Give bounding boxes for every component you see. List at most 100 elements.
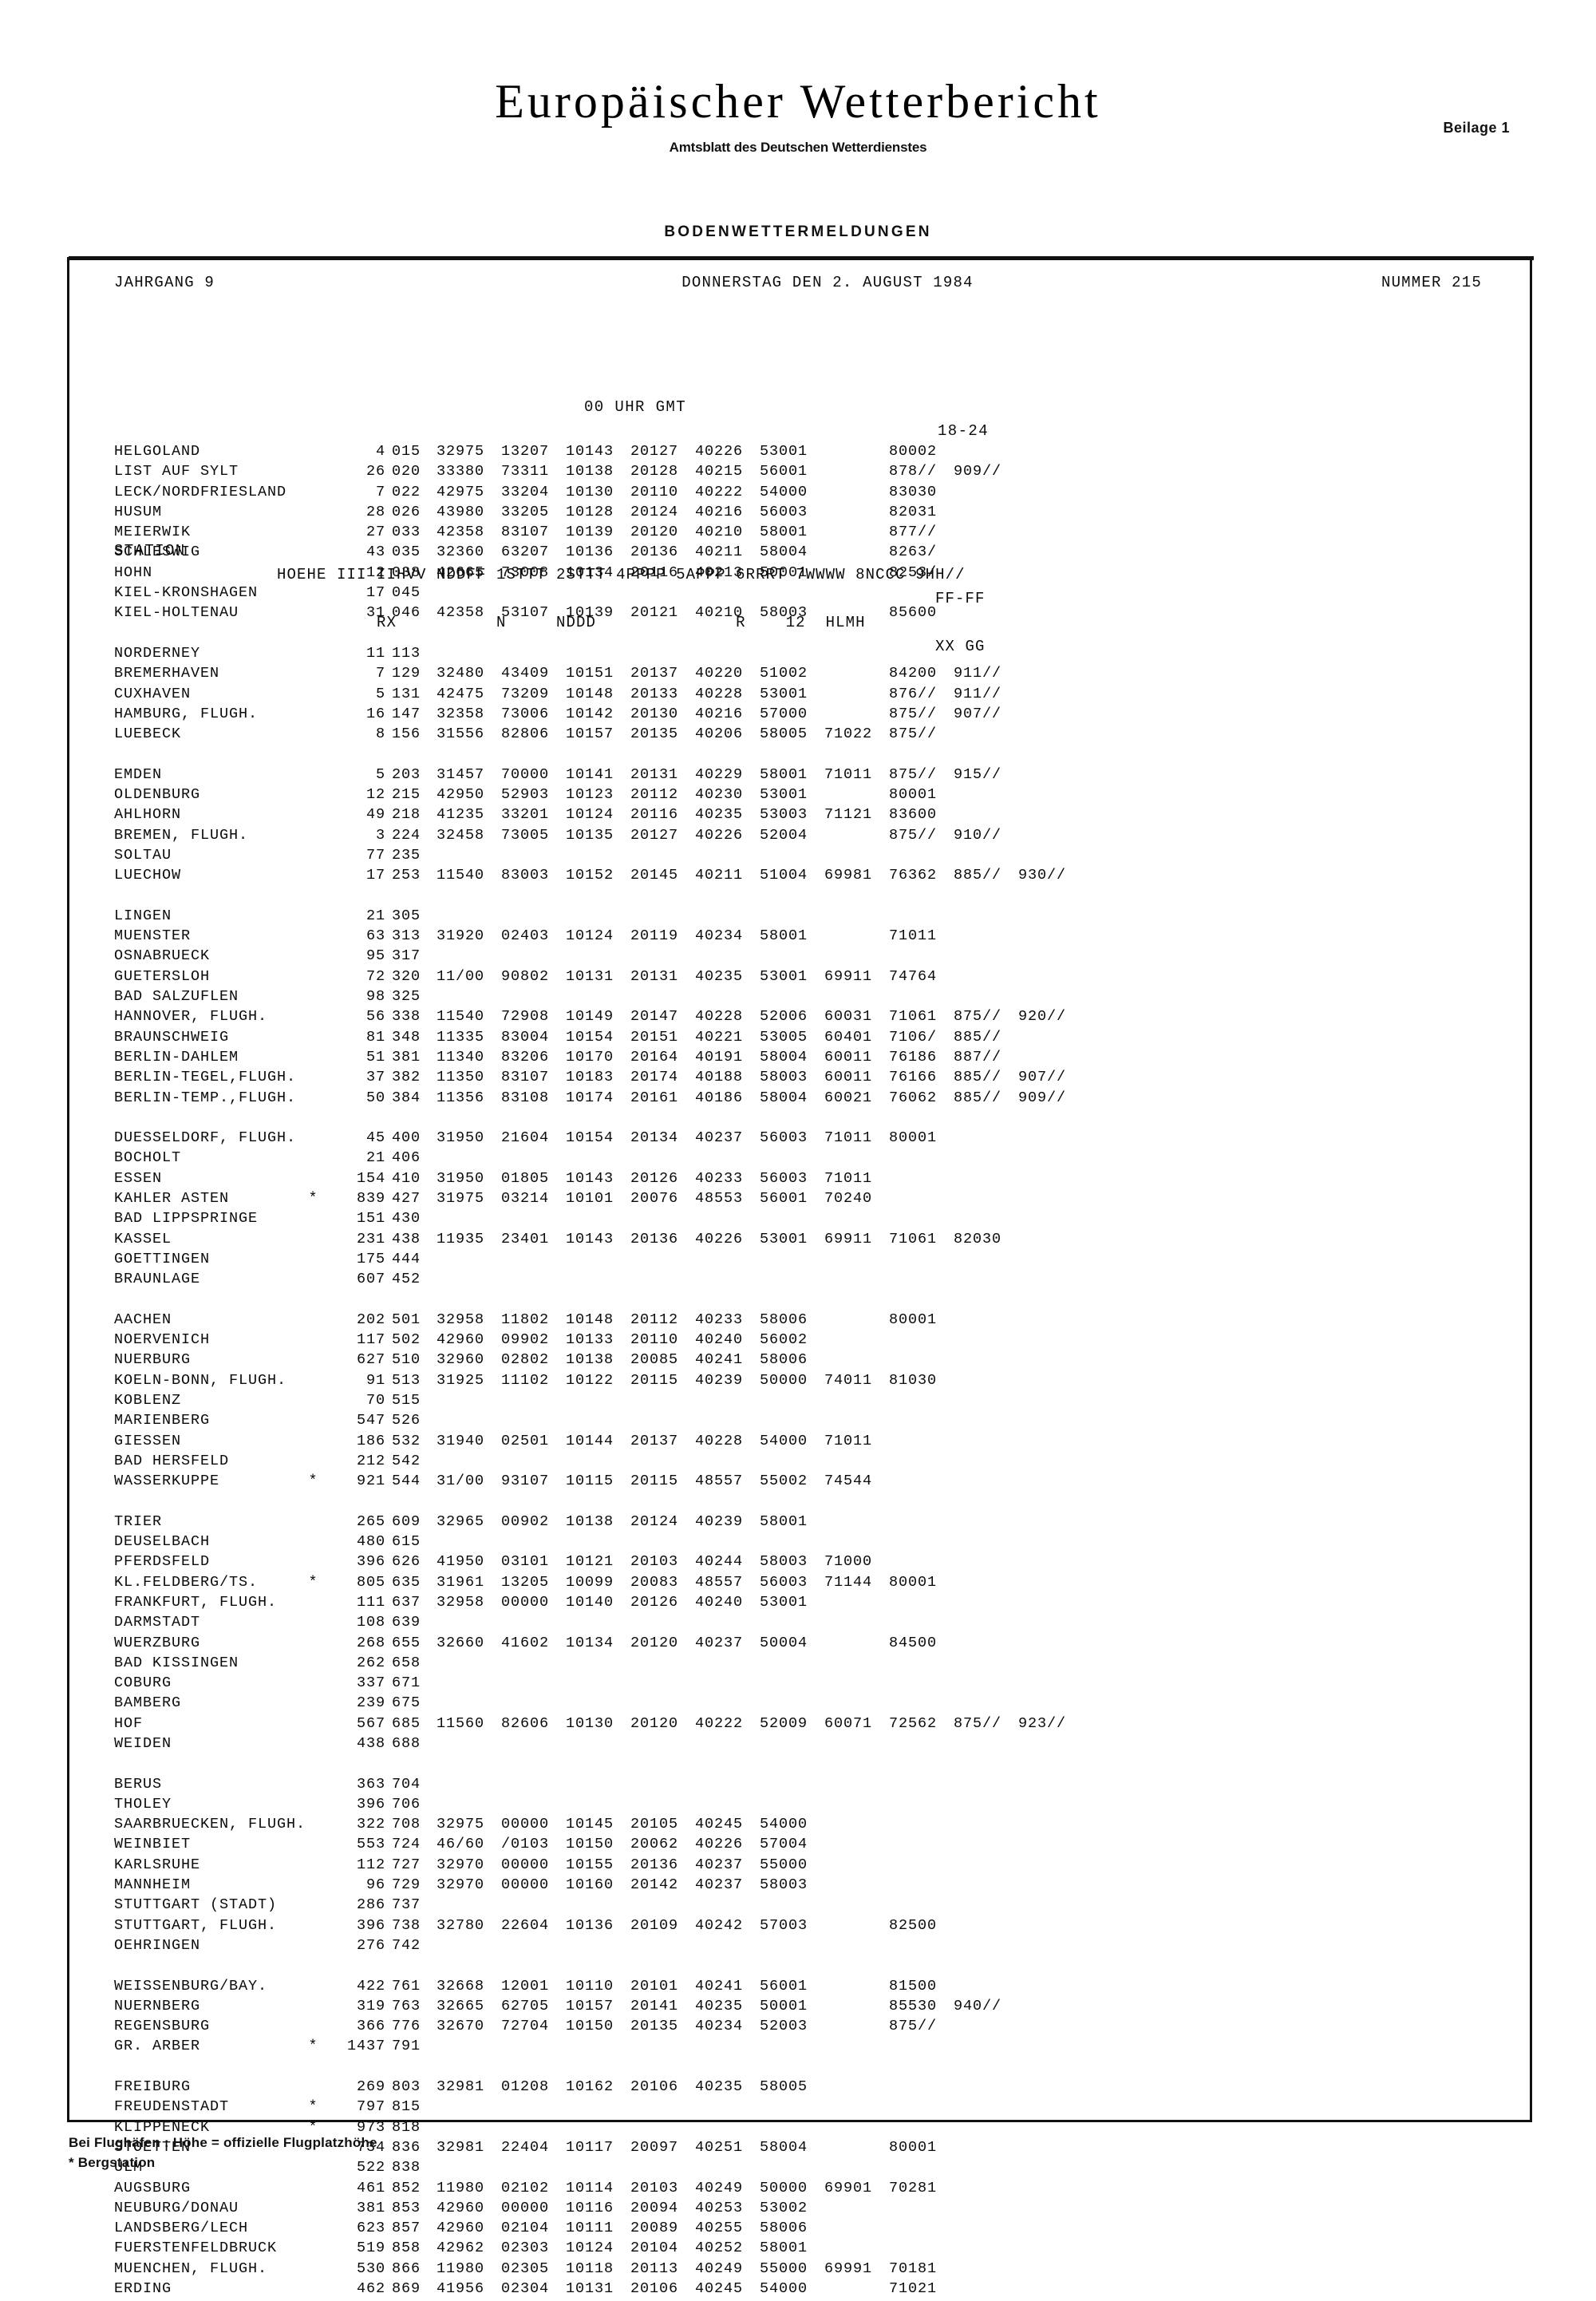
cell-altitude: 8: [375, 725, 385, 743]
cell-code-group-2: 72908: [501, 1008, 550, 1026]
cell-code-group-6: 58006: [760, 1351, 808, 1369]
cell-code-group-6: 58003: [760, 1553, 808, 1571]
cell-station-name: OSNABRUECK: [114, 947, 211, 965]
cell-station-name: BRAUNLAGE: [114, 1271, 201, 1288]
cell-code-group-1: 32780: [437, 1916, 485, 1934]
cell-code-group-3: 10142: [566, 705, 614, 722]
cell-code-group-3: 10139: [566, 524, 614, 541]
cell-station-number: 615: [392, 1533, 421, 1551]
cell-altitude: 366: [356, 2018, 385, 2035]
cell-code-group-4: 20119: [630, 927, 679, 945]
cell-code-group-5: 40240: [695, 1331, 744, 1349]
cell-code-group-2: 53107: [501, 604, 550, 622]
cell-code-group-6: 53001: [760, 685, 808, 702]
cell-station-name: KOELN-BONN, FLUGH.: [114, 1371, 287, 1389]
cell-code-group-1: 32670: [437, 2018, 485, 2035]
cell-code-group-3: 10136: [566, 544, 614, 561]
cell-code-group-5: 40211: [695, 867, 744, 884]
cell-station-name: WEISSENBURG/BAY.: [114, 1977, 268, 1995]
cell-altitude: 108: [356, 1614, 385, 1631]
cell-station-number: 325: [392, 988, 421, 1006]
cell-code-group-6: 50001: [760, 1997, 808, 2014]
cell-code-group-6: 58005: [760, 2078, 808, 2096]
cell-code-group-4: 20131: [630, 765, 679, 783]
cell-station-name: LUEBECK: [114, 725, 182, 743]
cell-code-group-10: 909//: [1018, 1089, 1067, 1106]
cell-code-group-3: 10150: [566, 1836, 614, 1853]
cell-code-group-4: 20121: [630, 604, 679, 622]
cell-code-group-8: 71021: [889, 2280, 938, 2298]
cell-altitude: 77: [365, 846, 385, 864]
cell-altitude: 27: [365, 524, 385, 541]
cell-station-name: BAMBERG: [114, 1694, 182, 1712]
cell-code-group-4: 20134: [630, 1129, 679, 1147]
cell-code-group-7: 69911: [824, 967, 873, 985]
cell-code-group-3: 10174: [566, 1089, 614, 1106]
cell-code-group-4: 20085: [630, 1351, 679, 1369]
cell-code-group-5: 40226: [695, 826, 744, 844]
cell-code-group-6: 56003: [760, 503, 808, 520]
cell-code-group-4: 20116: [630, 563, 679, 581]
cell-code-group-1: 31940: [437, 1432, 485, 1449]
cell-station-number: 510: [392, 1351, 421, 1369]
cell-station-name: GUETERSLOH: [114, 967, 211, 985]
cell-station-number: 022: [392, 483, 421, 500]
cell-station-name: COBURG: [114, 1674, 172, 1692]
cell-code-group-5: 40216: [695, 705, 744, 722]
cell-code-group-5: 40210: [695, 604, 744, 622]
cell-code-group-1: 11340: [437, 1048, 485, 1065]
cell-code-group-6: 58004: [760, 2138, 808, 2156]
cell-code-group-4: 20106: [630, 2078, 679, 2096]
cell-code-group-4: 20128: [630, 463, 679, 480]
report-frame: JAHRGANG 9 DONNERSTAG DEN 2. AUGUST 1984…: [67, 256, 1534, 2301]
cell-code-group-3: 10138: [566, 463, 614, 480]
cell-code-group-3: 10124: [566, 2240, 614, 2257]
cell-code-group-4: 20126: [630, 1169, 679, 1187]
cell-code-group-4: 20062: [630, 1836, 679, 1853]
cell-code-group-2: 83108: [501, 1089, 550, 1106]
cell-station-number: 515: [392, 1391, 421, 1409]
cell-code-group-4: 20151: [630, 1028, 679, 1046]
cell-code-group-8: 70281: [889, 2179, 938, 2196]
cell-station-number: 706: [392, 1795, 421, 1813]
cell-code-group-4: 20120: [630, 1714, 679, 1732]
cell-code-group-2: 09902: [501, 1331, 550, 1349]
cell-altitude: 607: [356, 1271, 385, 1288]
cell-station-number: 501: [392, 1311, 421, 1328]
cell-station-name: BERLIN-DAHLEM: [114, 1048, 239, 1065]
cell-station-number: 866: [392, 2259, 421, 2277]
cell-station-name: AUGSBURG: [114, 2179, 192, 2196]
cell-code-group-5: 40191: [695, 1048, 744, 1065]
cell-code-group-5: 40239: [695, 1371, 744, 1389]
cell-code-group-3: 10154: [566, 1028, 614, 1046]
cell-station-name: STUTTGART (STADT): [114, 1896, 278, 1914]
cell-code-group-1: 43980: [437, 503, 485, 520]
cell-station-number: 815: [392, 2098, 421, 2116]
cell-code-group-2: 00902: [501, 1512, 550, 1530]
cell-code-group-6: 52004: [760, 826, 808, 844]
cell-code-group-2: 03101: [501, 1553, 550, 1571]
cell-altitude: 462: [356, 2280, 385, 2298]
cell-code-group-8: 71061: [889, 1008, 938, 1026]
cell-station-number: 218: [392, 806, 421, 824]
cell-station-number: 688: [392, 1735, 421, 1752]
cell-code-group-7: 71022: [824, 725, 873, 743]
cell-code-group-4: 20089: [630, 2220, 679, 2237]
cell-altitude: 262: [356, 1654, 385, 1671]
cell-station-name: LANDSBERG/LECH: [114, 2220, 249, 2237]
cell-code-group-5: 48553: [695, 1189, 744, 1207]
cell-station-number: 671: [392, 1674, 421, 1692]
cell-station-number: 033: [392, 524, 421, 541]
cell-code-group-2: 03214: [501, 1189, 550, 1207]
cell-code-group-3: 10148: [566, 1311, 614, 1328]
cell-code-group-8: 877//: [889, 524, 938, 541]
cell-code-group-2: 93107: [501, 1473, 550, 1490]
cell-code-group-5: 40235: [695, 1997, 744, 2014]
cell-mountain-station-marker: *: [308, 2038, 318, 2055]
cell-code-group-6: 51004: [760, 867, 808, 884]
cell-altitude: 319: [356, 1997, 385, 2014]
cell-code-group-1: 46/60: [437, 1836, 485, 1853]
cell-code-group-1: 32970: [437, 1856, 485, 1873]
cell-code-group-1: 11540: [437, 1008, 485, 1026]
cell-code-group-4: 20113: [630, 2259, 679, 2277]
